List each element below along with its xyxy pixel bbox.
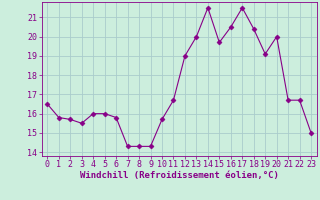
X-axis label: Windchill (Refroidissement éolien,°C): Windchill (Refroidissement éolien,°C) — [80, 171, 279, 180]
